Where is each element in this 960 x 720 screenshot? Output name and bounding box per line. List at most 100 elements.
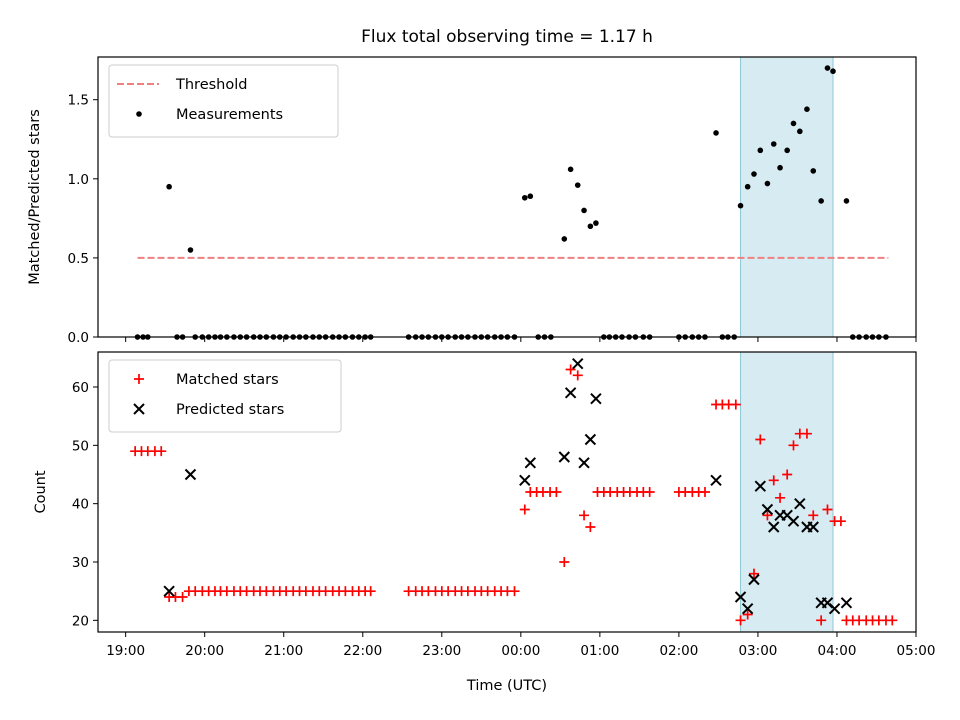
data-point	[840, 597, 853, 609]
bottom-highlight-span	[740, 351, 834, 633]
top-axes-frame	[97, 56, 917, 338]
data-point	[775, 492, 786, 503]
data-point	[699, 487, 710, 497]
legend-label: Predicted stars	[176, 402, 284, 418]
data-point	[784, 147, 790, 154]
data-point	[748, 573, 760, 586]
data-point	[804, 106, 810, 113]
bottom-panel: 20 30 40 50 60 19:00 20:00 21:00 22:00 23:00 00:00…	[72, 351, 936, 659]
y-tick-label: 60	[72, 380, 89, 396]
data-point	[551, 487, 562, 497]
data-point	[578, 457, 590, 469]
data-point	[762, 510, 773, 521]
data-point	[585, 522, 596, 532]
data-point	[713, 130, 719, 136]
data-point	[822, 504, 833, 515]
bottom-y-axis-label: Count	[33, 470, 49, 513]
data-point	[593, 220, 599, 226]
data-point	[587, 223, 594, 230]
data-point	[561, 236, 568, 242]
x-tick-label: 22:00	[343, 643, 382, 659]
data-point	[579, 510, 590, 521]
y-tick-label: 1.0	[68, 172, 89, 188]
data-point	[770, 141, 777, 147]
y-tick-label: 20	[72, 613, 89, 629]
x-tick-label: 21:00	[264, 643, 303, 659]
data-point	[744, 183, 751, 190]
data-point	[574, 182, 581, 188]
data-point	[828, 602, 841, 615]
legend-label: Matched stars	[176, 372, 279, 388]
data-point	[584, 433, 597, 446]
data-point	[187, 247, 194, 253]
data-point	[768, 521, 780, 533]
top-legend	[108, 64, 339, 138]
data-point	[581, 207, 587, 214]
data-point	[590, 392, 602, 405]
legend-measurements-swatch	[136, 111, 142, 117]
data-point	[737, 202, 744, 209]
data-point	[810, 168, 817, 174]
data-point	[751, 171, 757, 177]
data-point	[788, 440, 799, 451]
data-point	[824, 65, 831, 71]
bottom-legend	[108, 359, 342, 433]
data-point	[572, 370, 583, 381]
x-tick-label: 23:00	[422, 643, 461, 659]
data-point	[741, 602, 754, 615]
data-point	[768, 475, 779, 486]
data-point	[818, 198, 824, 204]
data-point	[572, 357, 584, 370]
data-point	[521, 194, 528, 201]
data-point	[777, 164, 783, 171]
y-tick-label: 0.5	[68, 251, 89, 267]
chart-title: Flux total observing time = 1.17 h	[361, 27, 653, 47]
y-tick-label: 50	[72, 438, 89, 454]
data-point	[565, 364, 576, 375]
data-point	[156, 446, 167, 457]
legend-label: Threshold	[175, 77, 247, 93]
data-point	[807, 521, 819, 533]
y-tick-label: 40	[72, 497, 89, 513]
data-point	[816, 615, 827, 626]
data-point	[644, 487, 655, 497]
data-point	[887, 615, 898, 626]
x-tick-label: 00:00	[501, 643, 540, 659]
y-tick-label: 1.5	[68, 93, 89, 109]
data-point	[177, 592, 188, 602]
data-point	[558, 451, 571, 463]
data-point	[757, 147, 764, 154]
bottom-axes-frame	[97, 351, 917, 633]
data-point	[787, 515, 800, 527]
data-point	[790, 120, 797, 127]
legend-matched-swatch	[134, 374, 144, 384]
data-point	[163, 585, 175, 597]
data-point	[754, 480, 767, 492]
data-point	[365, 586, 376, 597]
data-point	[808, 510, 819, 521]
x-axis-label: Time (UTC)	[466, 678, 547, 694]
data-point	[567, 166, 574, 173]
data-point	[524, 457, 537, 469]
top-y-axis-label: Matched/Predicted stars	[27, 109, 43, 285]
data-point	[748, 568, 759, 579]
top-panel: 0.0 0.5 1.0 1.5 Threshold Measurements	[68, 56, 917, 346]
data-point	[527, 193, 534, 200]
x-tick-label: 05:00	[897, 643, 936, 659]
data-point	[519, 474, 531, 487]
x-tick-label: 02:00	[659, 643, 698, 659]
data-point	[830, 68, 836, 75]
data-point	[782, 469, 793, 480]
data-point	[843, 198, 850, 204]
data-point	[742, 609, 753, 620]
data-point	[761, 503, 774, 516]
data-point	[801, 428, 812, 439]
y-tick-label: 0.0	[68, 330, 89, 346]
data-point	[559, 557, 570, 567]
data-point	[755, 434, 766, 445]
top-highlight-span	[740, 56, 834, 338]
data-point	[166, 183, 172, 190]
data-point	[519, 504, 530, 515]
x-tick-label: 19:00	[106, 643, 145, 659]
